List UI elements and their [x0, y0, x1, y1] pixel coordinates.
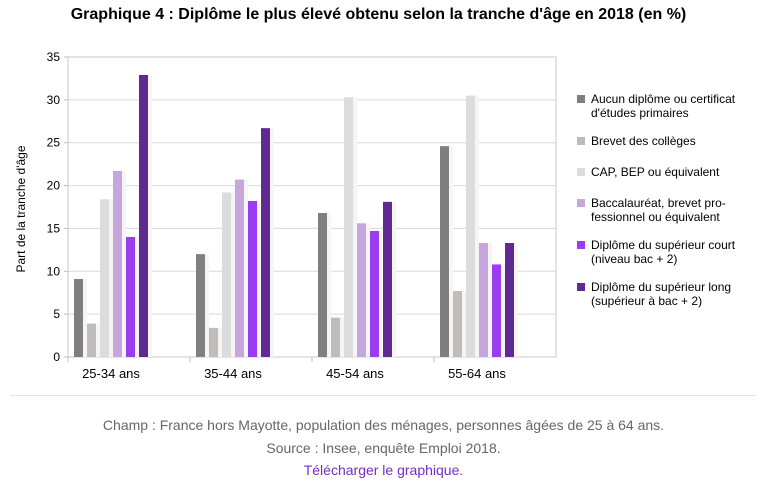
bar: [370, 231, 379, 357]
bar-gap: [231, 192, 235, 357]
scope-note: Champ : France hors Mayotte, population …: [102, 417, 665, 433]
download-line: Télécharger le graphique.: [0, 462, 757, 478]
bar: [100, 199, 109, 357]
legend-swatch: [577, 168, 585, 176]
y-tick-label: 15: [47, 221, 61, 235]
legend-swatch: [577, 241, 585, 249]
legend-swatch: [577, 95, 585, 103]
bar-gap: [392, 201, 396, 357]
bar-gap: [109, 199, 113, 357]
bar: [222, 192, 231, 357]
bar-gap: [514, 243, 518, 357]
y-tick-label: 25: [47, 136, 61, 150]
legend-label: CAP, BEP ou équivalent: [591, 165, 720, 179]
bar: [440, 146, 449, 357]
legend-label: d'études primaires: [591, 106, 689, 120]
bar-gap: [205, 254, 209, 357]
bar: [357, 223, 366, 357]
legend-swatch: [577, 137, 585, 145]
bar: [139, 75, 148, 357]
legend-label: Diplôme du supérieur long: [591, 280, 731, 294]
bar: [492, 264, 501, 357]
bar-gap: [270, 128, 274, 357]
bar-gap: [96, 323, 100, 357]
bar: [331, 317, 340, 357]
y-tick-label: 0: [53, 350, 60, 364]
bar-gap: [327, 213, 331, 357]
chart-title: Graphique 4 : Diplôme le plus élevé obte…: [70, 6, 687, 23]
bar: [318, 213, 327, 357]
legend-label: Brevet des collèges: [591, 134, 696, 148]
bar-gap: [462, 291, 466, 357]
bar: [87, 323, 96, 357]
bar-gap: [449, 146, 453, 357]
x-category-label: 55-64 ans: [448, 366, 506, 381]
legend-label: Baccalauréat, brevet pro-: [591, 196, 726, 210]
bar-gap: [244, 179, 248, 357]
y-tick-label: 5: [53, 307, 60, 321]
x-category-label: 25-34 ans: [82, 366, 140, 381]
bar-gap: [148, 75, 152, 357]
bar-gap: [366, 223, 370, 357]
bar: [479, 243, 488, 357]
bar: [248, 201, 257, 357]
legend-swatch: [577, 283, 585, 291]
bar: [261, 128, 270, 357]
bar: [126, 237, 135, 357]
y-tick-label: 20: [47, 179, 61, 193]
bar-gap: [122, 171, 126, 357]
y-axis-title: Part de la tranche d'âge: [14, 145, 28, 272]
x-category-label: 35-44 ans: [204, 366, 262, 381]
y-tick-label: 35: [47, 50, 61, 64]
legend-label: (niveau bac + 2): [591, 252, 677, 266]
bar: [383, 201, 392, 357]
bar: [344, 97, 353, 358]
bar: [74, 279, 83, 357]
bar-gap: [135, 237, 139, 357]
legend-label: Diplôme du supérieur court: [591, 238, 736, 252]
download-chart-link[interactable]: Télécharger le graphique: [303, 462, 460, 478]
bar-gap: [488, 243, 492, 357]
y-tick-label: 30: [47, 93, 61, 107]
legend-label: (supérieur à bac + 2): [591, 294, 702, 308]
bar-gap: [83, 279, 87, 357]
divider: [10, 395, 755, 396]
bar: [453, 291, 462, 357]
bar-gap: [257, 201, 261, 357]
x-category-label: 45-54 ans: [326, 366, 384, 381]
source-note: Source : Insee, enquête Emploi 2018.: [266, 440, 501, 456]
bar-gap: [475, 95, 479, 358]
bar: [196, 254, 205, 357]
bar-gap: [501, 264, 505, 357]
chart-area: 0 5 10 15 20 25 30 35 Part de la tranche d'âge 25…: [14, 50, 736, 381]
bar: [235, 179, 244, 357]
bar-gap: [340, 317, 344, 357]
bar: [209, 327, 218, 357]
bar: [505, 243, 514, 357]
bar-gap: [353, 97, 357, 358]
bar: [466, 95, 475, 358]
legend-label: fessionnel ou équivalent: [591, 210, 720, 224]
legend-label: Aucun diplôme ou certificat: [591, 92, 736, 106]
bar-gap: [218, 327, 222, 357]
download-suffix: .: [459, 462, 464, 478]
bar-gap: [379, 231, 383, 357]
y-tick-label: 10: [47, 264, 61, 278]
legend-swatch: [577, 199, 585, 207]
bar: [113, 171, 122, 357]
